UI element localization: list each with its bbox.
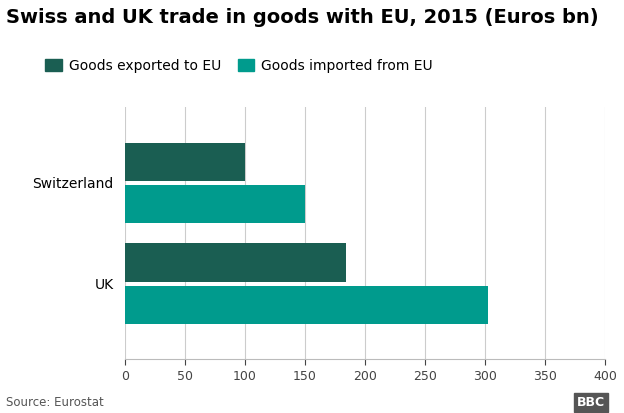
Text: BBC: BBC [577,396,605,409]
Text: Swiss and UK trade in goods with EU, 2015 (Euros bn): Swiss and UK trade in goods with EU, 201… [6,8,599,27]
Bar [125,185,305,223]
Bar [125,142,245,181]
Bar [125,286,487,324]
Bar [125,243,346,282]
Legend: Goods exported to EU, Goods imported from EU: Goods exported to EU, Goods imported fro… [46,59,433,73]
Text: Source: Eurostat: Source: Eurostat [6,396,104,409]
